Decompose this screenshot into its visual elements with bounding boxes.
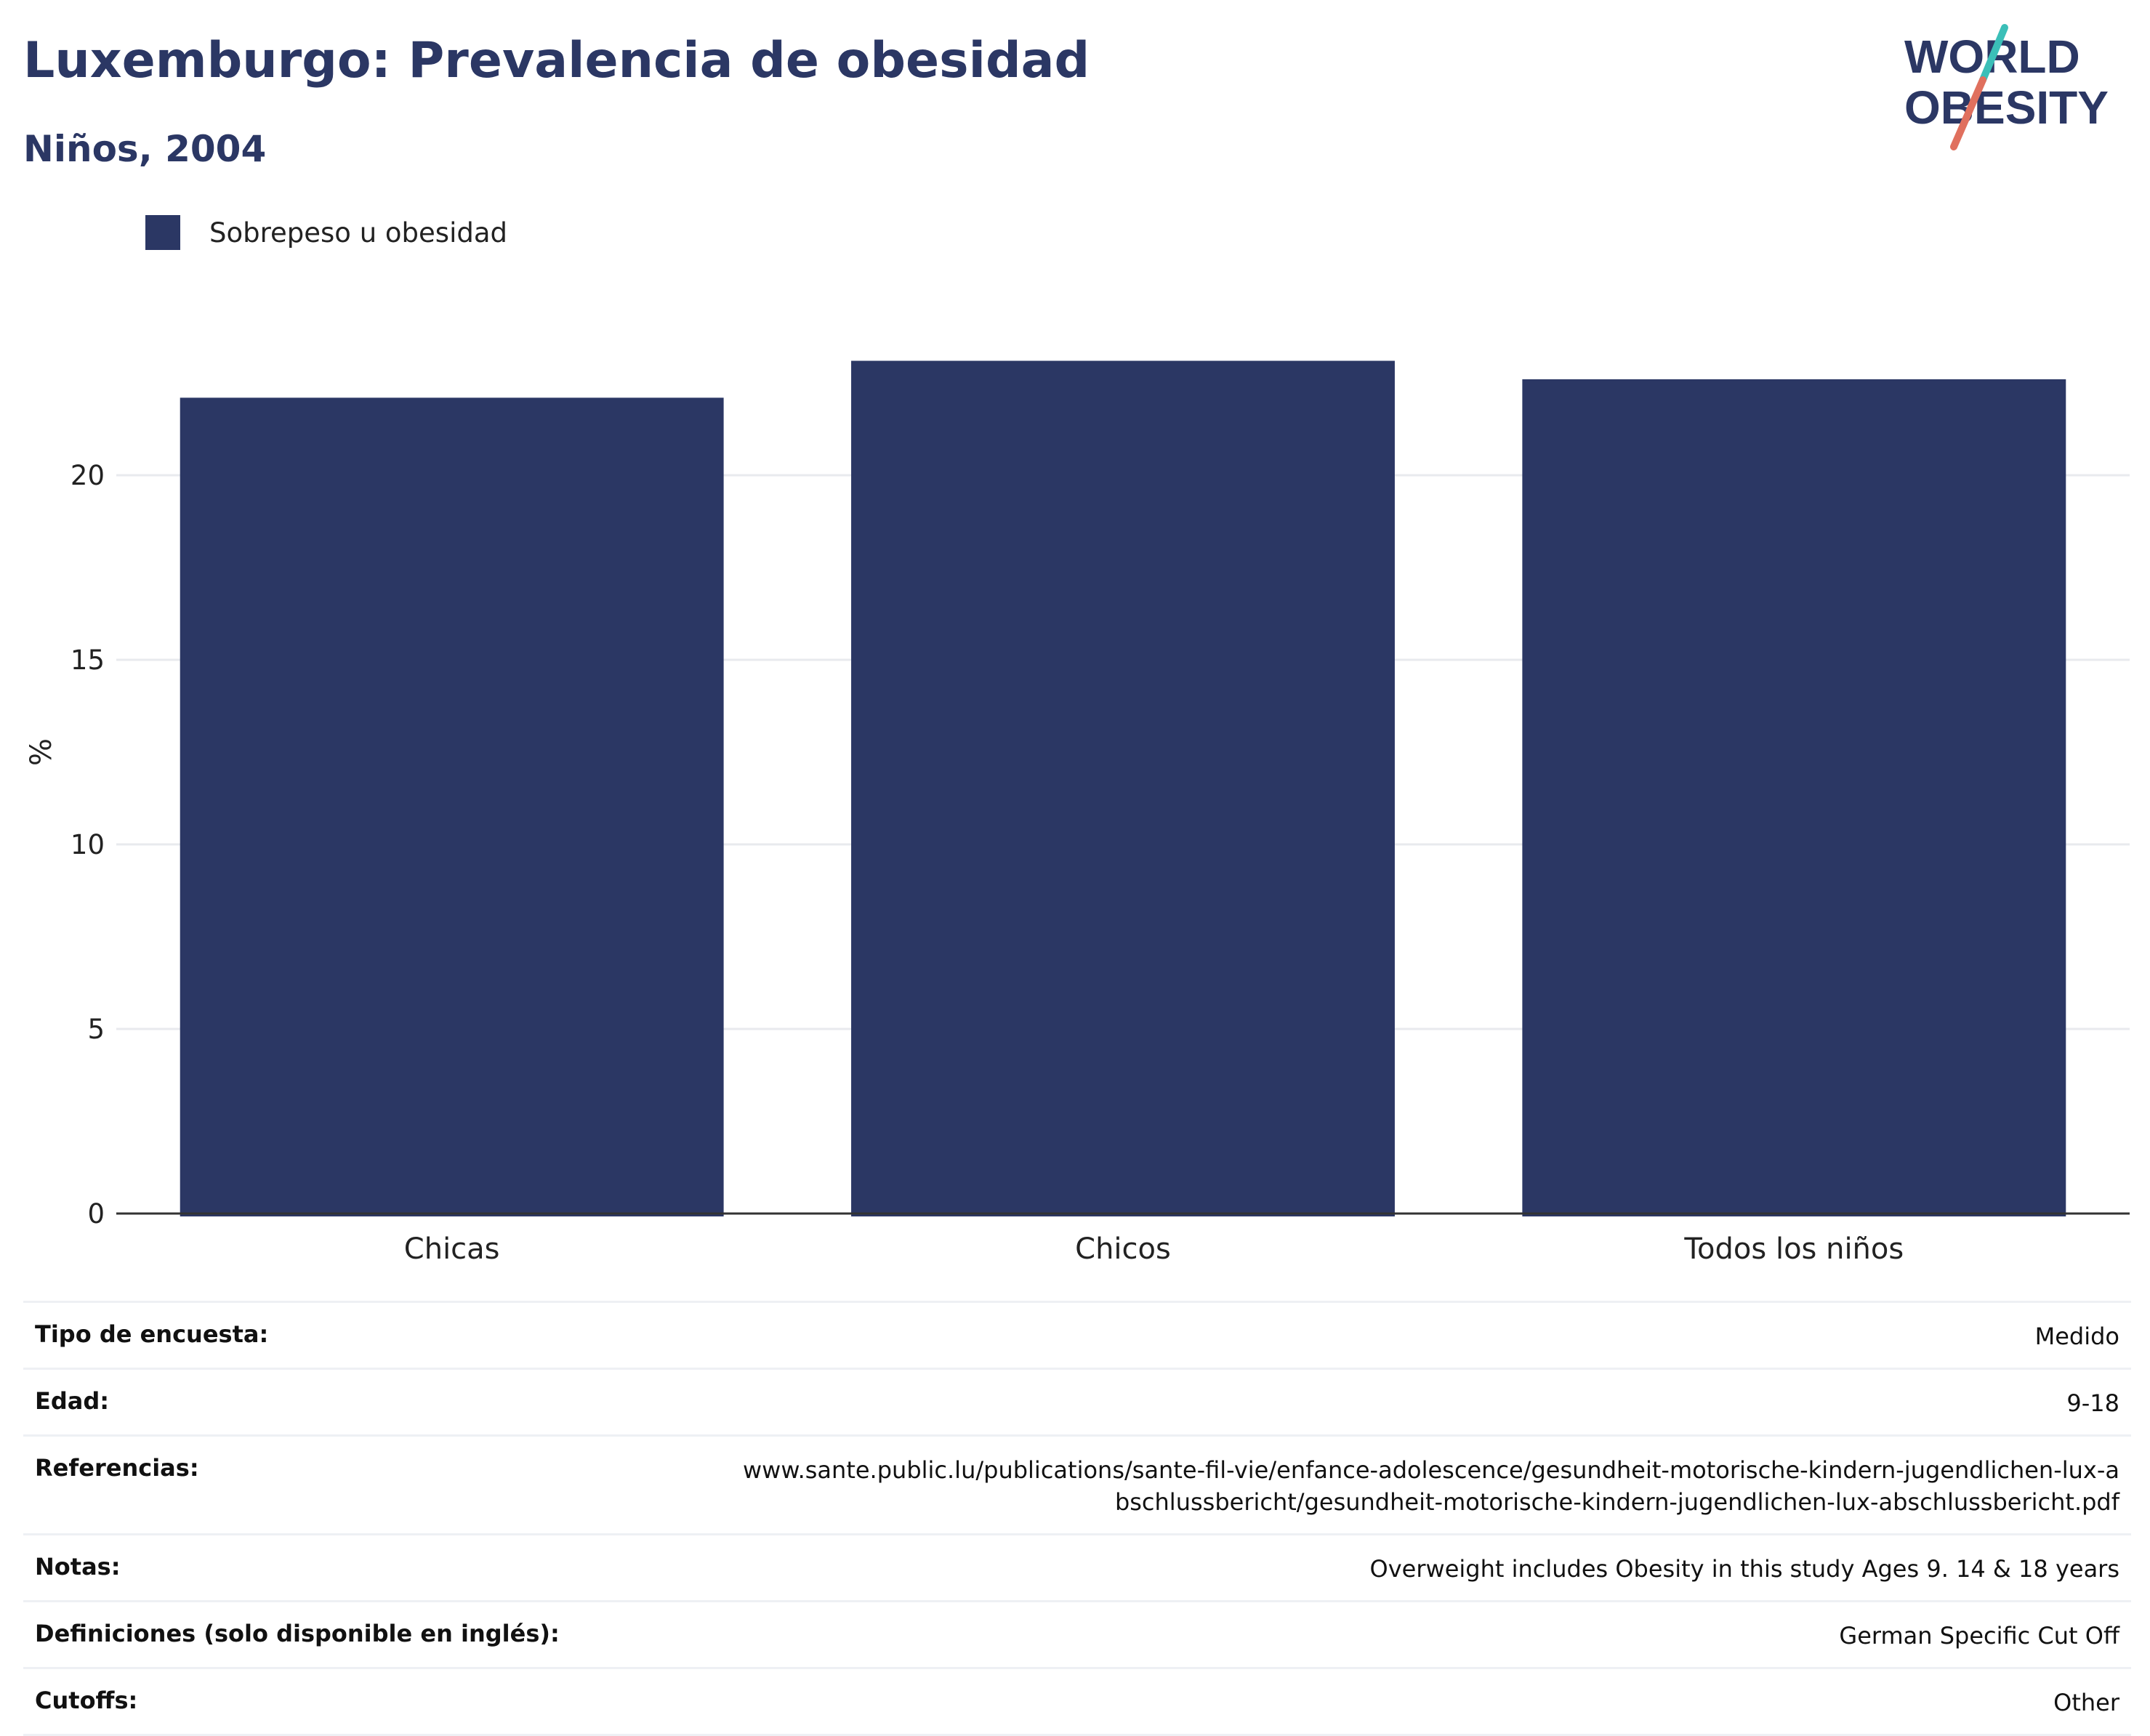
metadata-value: Overweight includes Obesity in this stud… bbox=[1369, 1555, 2119, 1583]
metadata-row: Notas: Overweight includes Obesity in thi… bbox=[23, 1533, 2131, 1600]
metadata-value: 9-18 bbox=[2066, 1389, 2119, 1417]
metadata-row: Referencias: www.sante.public.lu/publicat… bbox=[23, 1434, 2131, 1534]
metadata-value: Medido bbox=[2034, 1323, 2119, 1350]
metadata-value: German Specific Cut Off bbox=[1839, 1621, 2119, 1650]
metadata-label: Cutoffs: bbox=[35, 1686, 138, 1714]
y-tick-label: 10 bbox=[71, 829, 105, 860]
bar-2[interactable] bbox=[851, 360, 1395, 1216]
metadata-value: Other bbox=[2053, 1688, 2119, 1716]
metadata-row: Definiciones (solo disponible en inglés)… bbox=[23, 1599, 2131, 1667]
metadata-label: Tipo de encuesta: bbox=[35, 1320, 269, 1348]
metadata-label: Notas: bbox=[35, 1553, 121, 1581]
metadata-row: Tipo de encuesta: Medido bbox=[23, 1301, 2131, 1368]
x-tick-label: Chicos bbox=[1075, 1232, 1171, 1266]
metadata-row: Cutoffs: Other bbox=[23, 1666, 2131, 1736]
bar-3[interactable] bbox=[1522, 379, 2066, 1217]
metadata-value: www.sante.public.lu/publications/sante-f… bbox=[743, 1456, 2119, 1517]
bar-chart: 0 5 10 15 20% Chicas Chicos Todos los niños bbox=[25, 360, 2130, 1266]
y-axis-label: % bbox=[25, 738, 58, 766]
y-tick-label: 20 bbox=[71, 460, 105, 491]
logo-text-obesity: OBESITY bbox=[1904, 81, 2109, 134]
metadata-label: Referencias: bbox=[35, 1453, 199, 1482]
y-tick-label: 15 bbox=[71, 645, 105, 676]
world-obesity-logo: WORLD OBESITY bbox=[1890, 22, 2137, 153]
page-subtitle: Niños, 2004 bbox=[23, 128, 267, 170]
bar-1[interactable] bbox=[180, 397, 724, 1216]
metadata-label: Definiciones (solo disponible en inglés)… bbox=[35, 1619, 560, 1647]
metadata-row: Edad: 9-18 bbox=[23, 1367, 2131, 1434]
chart-legend: Sobrepeso u obesidad bbox=[145, 215, 507, 250]
metadata-table: Tipo de encuesta: Medido Edad: 9-18 Referenc… bbox=[23, 1301, 2131, 1736]
page-title: Luxemburgo: Prevalencia de obesidad bbox=[23, 32, 1090, 89]
y-tick-label: 0 bbox=[87, 1198, 105, 1230]
logo-slash-teal bbox=[1979, 24, 2008, 84]
x-tick-label: Todos los niños bbox=[1683, 1232, 1904, 1266]
logo-slash-coral bbox=[1950, 76, 1986, 150]
y-tick-label: 5 bbox=[87, 1014, 105, 1045]
x-tick-label: Chicas bbox=[404, 1232, 500, 1266]
metadata-label: Edad: bbox=[35, 1386, 110, 1415]
legend-label: Sobrepeso u obesidad bbox=[209, 217, 507, 249]
legend-swatch bbox=[145, 215, 180, 250]
